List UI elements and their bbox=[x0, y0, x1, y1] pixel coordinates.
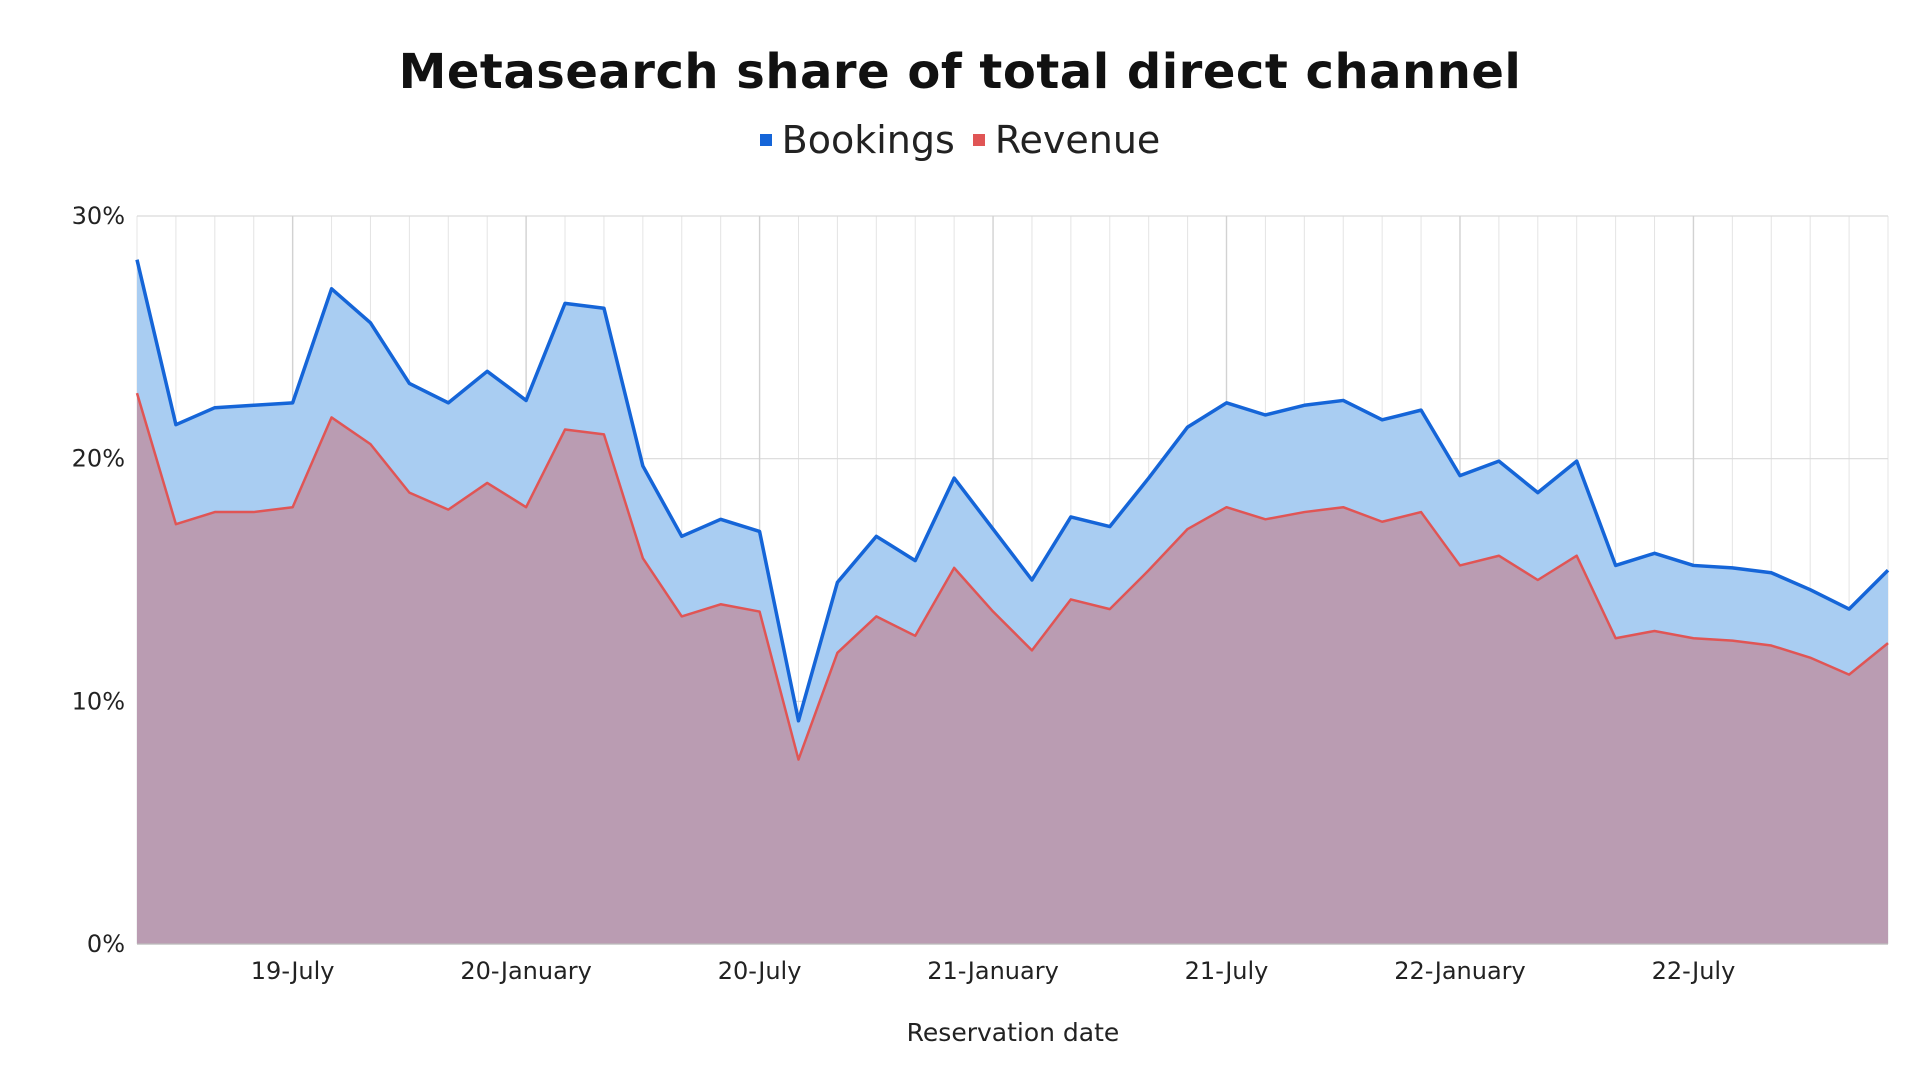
line-revenue bbox=[135, 392, 1889, 761]
y-tick-label: 10% bbox=[72, 687, 125, 715]
x-axis-title: Reservation date bbox=[907, 1018, 1120, 1047]
x-tick-label: 19-July bbox=[251, 957, 335, 985]
y-tick-label: 0% bbox=[87, 930, 125, 958]
area-revenue bbox=[137, 393, 1888, 944]
chart-title: Metasearch share of total direct channel bbox=[398, 44, 1522, 100]
x-tick-label: 22-January bbox=[1394, 957, 1526, 985]
x-tick-label: 20-July bbox=[718, 957, 802, 985]
x-tick-label: 20-January bbox=[460, 957, 592, 985]
y-tick-label: 30% bbox=[72, 202, 125, 230]
line-layer bbox=[135, 259, 1890, 761]
legend-label-revenue: Revenue bbox=[994, 118, 1161, 162]
line-bookings bbox=[135, 259, 1890, 723]
axis-layer: 0% 10% 20% 30% 19-July 20-January 20-July 21-Ja… bbox=[72, 202, 1888, 985]
legend: Bookings Revenue bbox=[0, 118, 1920, 162]
legend-swatch-revenue bbox=[972, 134, 985, 146]
x-tick-label: 22-July bbox=[1652, 957, 1736, 985]
legend-label-bookings: Bookings bbox=[781, 118, 955, 162]
x-tick-label: 21-January bbox=[927, 957, 1059, 985]
legend-swatch-bookings bbox=[759, 134, 772, 146]
x-tick-label: 21-July bbox=[1185, 957, 1269, 985]
area-layer bbox=[137, 259, 1888, 944]
legend-item-revenue[interactable]: Revenue bbox=[972, 118, 1161, 162]
y-tick-label: 20% bbox=[72, 445, 125, 473]
legend-item-bookings[interactable]: Bookings bbox=[759, 118, 955, 162]
